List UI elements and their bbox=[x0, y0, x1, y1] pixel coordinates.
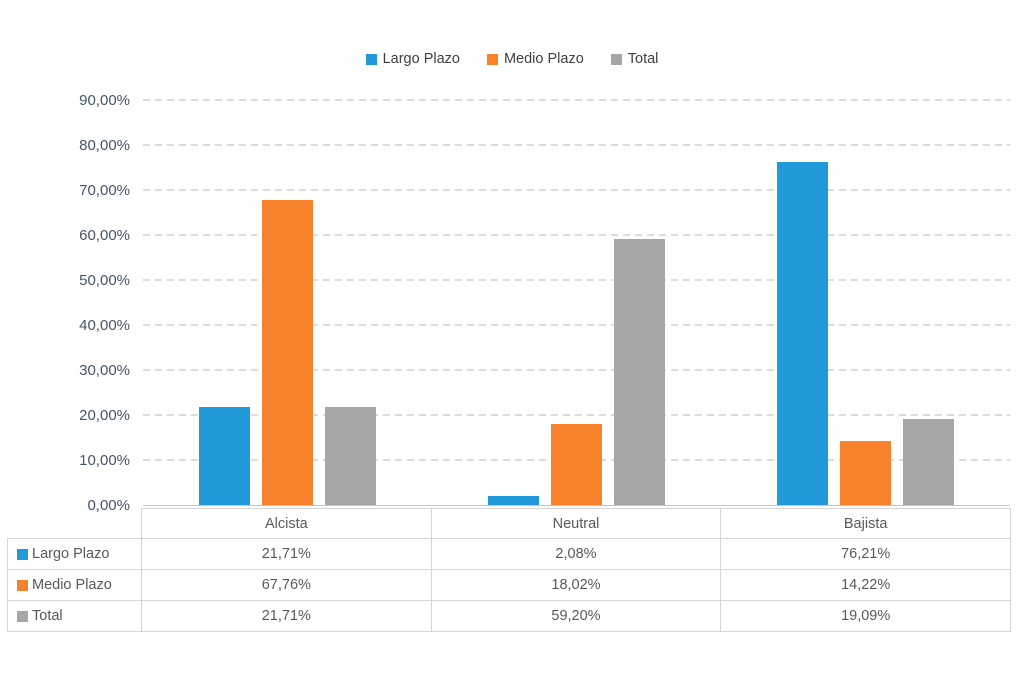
y-axis-labels: 0,00% 10,00% 20,00% 30,00% 40,00% 50,00% 60,00… bbox=[0, 92, 130, 514]
gridline bbox=[143, 414, 1010, 416]
table-header-neutral: Neutral bbox=[430, 508, 722, 539]
bar-largo-plazo-alcista bbox=[199, 407, 250, 505]
x-axis-line bbox=[143, 505, 1010, 506]
largo-plazo-swatch-icon bbox=[17, 548, 28, 560]
table-row-label-text: Total bbox=[32, 608, 63, 624]
bar-group-neutral bbox=[432, 100, 721, 505]
y-tick-label: 30,00% bbox=[79, 361, 130, 379]
y-tick-label: 60,00% bbox=[79, 226, 130, 244]
table-value-largo-plazo-neutral: 2,08% bbox=[430, 538, 722, 570]
table-value-medio-plazo-neutral: 18,02% bbox=[430, 569, 722, 601]
table-value-largo-plazo-alcista: 21,71% bbox=[141, 538, 432, 570]
bar-total-neutral bbox=[614, 238, 665, 505]
y-tick-label: 20,00% bbox=[79, 406, 130, 424]
y-tick-label: 80,00% bbox=[79, 136, 130, 154]
gridline bbox=[143, 324, 1010, 326]
legend-item-largo-plazo: Largo Plazo bbox=[365, 51, 460, 67]
chart-legend: Largo Plazo Medio Plazo Total bbox=[0, 51, 1024, 67]
bar-medio-plazo-bajista bbox=[840, 441, 891, 505]
table-row-label-text: Largo Plazo bbox=[32, 546, 110, 562]
y-tick-label: 10,00% bbox=[79, 451, 130, 469]
gridline bbox=[143, 234, 1010, 236]
total-swatch-icon bbox=[17, 610, 28, 622]
legend-label: Medio Plazo bbox=[503, 51, 584, 67]
bar-medio-plazo-alcista bbox=[262, 200, 313, 505]
bar-medio-plazo-neutral bbox=[551, 423, 602, 505]
y-tick-label: 50,00% bbox=[79, 271, 130, 289]
gridline bbox=[143, 369, 1010, 371]
table-value-medio-plazo-alcista: 67,76% bbox=[141, 569, 432, 601]
chart-data-table: Alcista Neutral Bajista Largo Plazo 21,71% 2,… bbox=[7, 508, 1011, 632]
y-tick-label: 40,00% bbox=[79, 316, 130, 334]
orange-square-icon bbox=[486, 53, 498, 65]
table-row-label-largo-plazo: Largo Plazo bbox=[7, 538, 142, 570]
gridline bbox=[143, 279, 1010, 281]
plot-area bbox=[143, 99, 1010, 506]
table-header-alcista: Alcista bbox=[141, 508, 432, 539]
legend-label: Total bbox=[627, 51, 659, 67]
y-tick-label: 70,00% bbox=[79, 181, 130, 199]
legend-label: Largo Plazo bbox=[382, 51, 460, 67]
legend-item-medio-plazo: Medio Plazo bbox=[486, 51, 584, 67]
bar-largo-plazo-neutral bbox=[488, 495, 539, 505]
bar-total-bajista bbox=[903, 419, 954, 505]
bar-largo-plazo-bajista bbox=[777, 162, 828, 505]
y-tick-label: 90,00% bbox=[79, 91, 130, 109]
table-row-label-text: Medio Plazo bbox=[32, 577, 112, 593]
bar-group-alcista bbox=[143, 100, 432, 505]
table-value-total-bajista: 19,09% bbox=[720, 600, 1011, 632]
table-header-bajista: Bajista bbox=[720, 508, 1011, 539]
y-tick-label: 0,00% bbox=[87, 496, 130, 514]
gridline bbox=[143, 144, 1010, 146]
gray-square-icon bbox=[610, 53, 622, 65]
medio-plazo-swatch-icon bbox=[17, 579, 28, 591]
table-corner-cell bbox=[8, 509, 142, 539]
gridline bbox=[143, 189, 1010, 191]
bar-group-bajista bbox=[721, 100, 1010, 505]
legend-item-total: Total bbox=[610, 51, 659, 67]
table-row-label-medio-plazo: Medio Plazo bbox=[7, 569, 142, 601]
table-row-label-total: Total bbox=[7, 600, 142, 632]
table-value-largo-plazo-bajista: 76,21% bbox=[720, 538, 1011, 570]
blue-square-icon bbox=[365, 53, 377, 65]
gridline bbox=[143, 99, 1010, 101]
bar-total-alcista bbox=[325, 407, 376, 505]
table-value-total-neutral: 59,20% bbox=[430, 600, 722, 632]
table-value-medio-plazo-bajista: 14,22% bbox=[720, 569, 1011, 601]
table-value-total-alcista: 21,71% bbox=[141, 600, 432, 632]
